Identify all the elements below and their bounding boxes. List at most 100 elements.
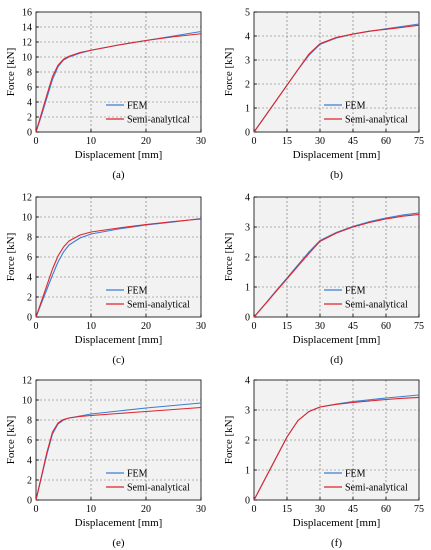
- y-tick-label: 8: [27, 233, 32, 244]
- y-tick-label: 10: [22, 396, 32, 407]
- legend-label: FEM: [127, 101, 148, 112]
- x-axis-label: Displacement [mm]: [75, 517, 163, 529]
- chart-panel-f: 0 15 30 45 60 75 0 1 2 3 4 Displacement [mm] Force […: [223, 376, 424, 550]
- x-tick-label: 30: [196, 504, 206, 515]
- y-tick-label: 16: [22, 8, 32, 19]
- y-tick-label: 5: [245, 8, 250, 19]
- y-tick-label: 4: [245, 376, 250, 387]
- x-axis-label: Displacement [mm]: [75, 149, 163, 161]
- legend-label: FEM: [345, 101, 366, 112]
- y-tick-label: 12: [22, 376, 32, 387]
- y-tick-label: 6: [27, 83, 32, 94]
- y-tick-label: 3: [245, 406, 250, 417]
- x-tick-label: 20: [141, 321, 151, 332]
- y-tick-label: 1: [245, 104, 250, 115]
- x-tick-label: 30: [196, 136, 206, 147]
- x-tick-label: 60: [381, 136, 391, 147]
- x-tick-label: 45: [348, 136, 358, 147]
- x-tick-label: 30: [315, 321, 325, 332]
- y-tick-label: 0: [245, 128, 250, 139]
- y-tick-label: 2: [27, 113, 32, 124]
- x-tick-label: 15: [282, 321, 292, 332]
- chart-panel-a: 0 10 20 30 0 2 4 6 8 10 12 14 16 Displacement [mm] For…: [5, 8, 206, 182]
- y-tick-label: 4: [27, 273, 32, 284]
- x-axis-label: Displacement [mm]: [293, 334, 381, 346]
- x-tick-label: 45: [348, 321, 358, 332]
- legend-label: FEM: [127, 286, 148, 297]
- y-tick-label: 10: [22, 213, 32, 224]
- y-tick-label: 12: [22, 193, 32, 204]
- x-tick-label: 20: [141, 504, 151, 515]
- series-line-semi-analytical: [253, 396, 420, 501]
- y-tick-label: 8: [27, 416, 32, 427]
- chart-panel-c: 0 10 20 30 0 2 4 6 8 10 12 Displacement [mm] Force […: [5, 193, 206, 367]
- legend-label: Semi-analytical: [345, 300, 408, 311]
- legend-label: Semi-analytical: [345, 483, 408, 494]
- y-tick-label: 2: [245, 253, 250, 264]
- y-axis-label: Force [kN]: [5, 48, 17, 97]
- y-tick-label: 14: [22, 23, 32, 34]
- y-tick-label: 2: [245, 80, 250, 91]
- y-tick-label: 4: [27, 98, 32, 109]
- x-tick-label: 10: [86, 136, 96, 147]
- chart-panel-e: 0 10 20 30 0 2 4 6 8 10 12 Displacement [mm] Force […: [5, 376, 206, 550]
- legend-label: Semi-analytical: [127, 300, 190, 311]
- x-tick-label: 30: [315, 136, 325, 147]
- x-tick-label: 10: [86, 321, 96, 332]
- panel-label: (c): [112, 354, 125, 366]
- y-tick-label: 2: [245, 436, 250, 447]
- series-line-semi-analytical: [253, 213, 420, 318]
- y-tick-label: 1: [245, 466, 250, 477]
- y-tick-label: 8: [27, 68, 32, 79]
- x-tick-label: 45: [348, 504, 358, 515]
- x-tick-label: 75: [414, 136, 424, 147]
- y-tick-label: 4: [245, 193, 250, 204]
- y-tick-label: 1: [245, 283, 250, 294]
- y-tick-label: 4: [245, 32, 250, 43]
- y-tick-label: 3: [245, 223, 250, 234]
- y-tick-label: 4: [27, 456, 32, 467]
- x-tick-label: 20: [141, 136, 151, 147]
- panel-label: (d): [330, 354, 343, 366]
- legend-label: Semi-analytical: [345, 115, 408, 126]
- legend-label: Semi-analytical: [127, 115, 190, 126]
- y-tick-label: 10: [22, 53, 32, 64]
- y-tick-label: 0: [245, 496, 250, 507]
- legend-label: FEM: [127, 469, 148, 480]
- legend-label: FEM: [345, 286, 366, 297]
- panel-label: (f): [331, 537, 342, 549]
- y-tick-label: 0: [27, 128, 32, 139]
- x-tick-label: 0: [34, 321, 39, 332]
- legend-label: FEM: [345, 469, 366, 480]
- y-axis-label: Force [kN]: [223, 416, 235, 465]
- panel-label: (b): [330, 169, 343, 181]
- x-tick-label: 0: [252, 321, 257, 332]
- y-axis-label: Force [kN]: [5, 416, 17, 465]
- y-axis-label: Force [kN]: [223, 233, 235, 282]
- y-tick-label: 2: [27, 293, 32, 304]
- y-tick-label: 12: [22, 38, 32, 49]
- x-tick-label: 0: [34, 504, 39, 515]
- x-axis-label: Displacement [mm]: [293, 149, 381, 161]
- y-tick-label: 0: [27, 313, 32, 324]
- series-line-semi-analytical: [253, 24, 420, 133]
- plot-background: [254, 12, 419, 132]
- x-axis-label: Displacement [mm]: [75, 334, 163, 346]
- chart-panel-d: 0 15 30 45 60 75 0 1 2 3 4 Displacement [mm] Force […: [223, 193, 424, 367]
- y-tick-label: 6: [27, 253, 32, 264]
- y-tick-label: 0: [245, 313, 250, 324]
- y-axis-label: Force [kN]: [223, 48, 235, 97]
- x-tick-label: 30: [315, 504, 325, 515]
- x-tick-label: 0: [252, 504, 257, 515]
- x-axis-label: Displacement [mm]: [293, 517, 381, 529]
- series-line-semi-analytical: [35, 218, 202, 318]
- plot-frame: [253, 11, 420, 133]
- x-tick-label: 75: [414, 321, 424, 332]
- x-tick-label: 10: [86, 504, 96, 515]
- y-axis-label: Force [kN]: [5, 233, 17, 282]
- x-tick-label: 0: [34, 136, 39, 147]
- legend-label: Semi-analytical: [127, 483, 190, 494]
- series-line-semi-analytical: [35, 406, 202, 501]
